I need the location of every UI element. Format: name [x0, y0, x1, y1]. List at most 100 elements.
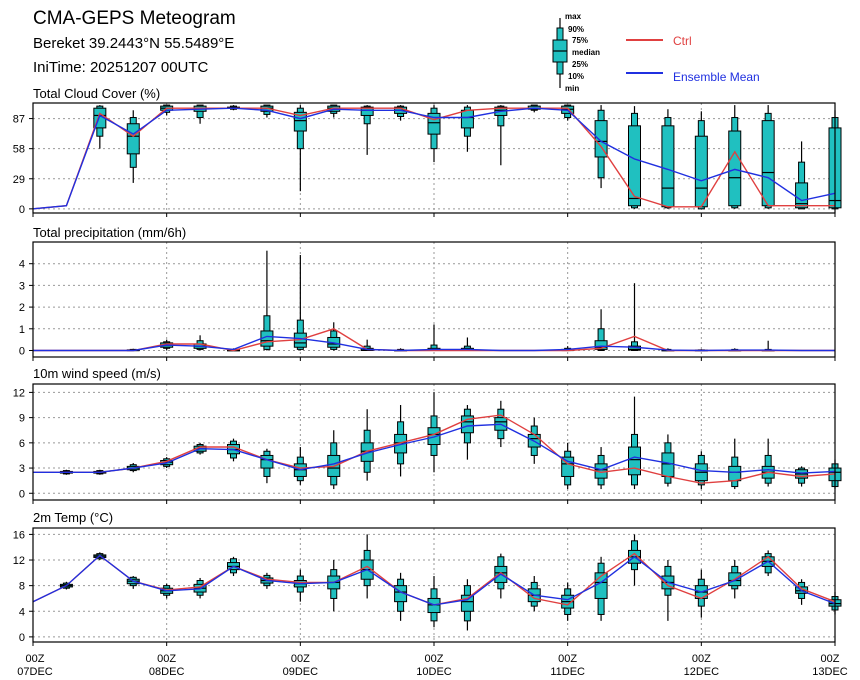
box-outer: [597, 328, 605, 351]
box-t12: [427, 576, 441, 628]
box-t5: [193, 335, 207, 351]
x-axis-labels: 00Z07DEC00Z08DEC00Z09DEC00Z10DEC00Z11DEC…: [17, 653, 848, 678]
box-t18: [628, 283, 641, 351]
box-inner: [694, 135, 708, 208]
panel-title-cloud: Total Cloud Cover (%): [33, 86, 160, 101]
box-t7: [260, 448, 274, 484]
box-t22: [761, 340, 775, 352]
box-t12: [427, 105, 441, 163]
init-time-label: IniTime: 20251207 00UTC: [33, 59, 209, 76]
box-t9: [327, 322, 341, 351]
mean-line: [33, 335, 835, 352]
box-inner: [260, 454, 274, 469]
box-inner: [795, 182, 809, 209]
y-tick-label: 0: [19, 488, 25, 500]
y-tick-label: 1: [19, 324, 25, 336]
box-t9: [327, 430, 341, 490]
box-t15: [527, 576, 541, 612]
box-t10: [360, 105, 374, 155]
legend-p10-label: 10%: [568, 72, 584, 81]
y-tick-label: 4: [19, 606, 25, 618]
mean-line: [32, 554, 836, 606]
mean-line: [32, 107, 836, 210]
x-tick-label-time: 00Z: [558, 653, 577, 665]
location-label: Bereket 39.2443°N 55.5489°E: [33, 35, 234, 52]
box-t2: [93, 105, 107, 149]
y-tick-label: 9: [19, 413, 25, 425]
box-t19: [661, 434, 675, 487]
box-t23: [795, 141, 809, 210]
x-tick-label-time: 00Z: [692, 653, 711, 665]
legend-mean-label: Ensemble Mean: [673, 70, 760, 84]
box-t8: [293, 255, 307, 351]
x-tick-label-date: 13DEC: [812, 666, 848, 678]
box-inner: [594, 340, 608, 350]
box-inner: [761, 120, 775, 207]
box-t19: [661, 109, 675, 209]
box-t22: [761, 105, 775, 209]
box-inner: [728, 130, 742, 207]
box-t17: [594, 556, 608, 621]
panel-frame: [32, 241, 836, 358]
x-tick-label-time: 00Z: [821, 653, 840, 665]
panel-title-precip: Total precipitation (mm/6h): [33, 225, 186, 240]
panel-2: 0 3 6 9 12: [13, 383, 842, 504]
box-t13: [460, 579, 474, 631]
panel-frame: [32, 102, 836, 214]
box-inner: [628, 125, 641, 207]
y-tick-label: 87: [13, 114, 25, 126]
x-tick-label-time: 00Z: [425, 653, 444, 665]
x-tick-label-date: 11DEC: [550, 666, 585, 678]
box-outer: [497, 105, 505, 127]
box-t13: [460, 405, 474, 460]
x-tick-label-date: 12DEC: [684, 666, 720, 678]
legend-boxplot-key: max 90% 75% median 25% 10% min: [552, 12, 600, 93]
panel-title-temp: 2m Temp (°C): [33, 510, 113, 525]
legend-min-label: min: [565, 84, 579, 93]
panel-0: 0 29 58 87: [13, 102, 842, 217]
y-tick-label: 0: [19, 632, 25, 644]
box-t3: [126, 110, 140, 183]
y-tick-label: 0: [19, 345, 25, 357]
box-t21: [728, 105, 742, 209]
legend-p75-label: 75%: [572, 36, 588, 45]
x-tick-label-date: 07DEC: [17, 666, 53, 678]
legend-p90-label: 90%: [568, 25, 584, 34]
y-tick-label: 16: [13, 529, 25, 541]
ctrl-line: [33, 414, 836, 484]
box-t10: [360, 409, 374, 481]
panel-frame: [32, 527, 836, 643]
box-t13: [460, 105, 474, 152]
meteogram-title: CMA-GEPS Meteogram: [33, 8, 236, 29]
panel-3: 0 4 8 12 16: [13, 527, 842, 646]
legend-p25-label: 25%: [572, 60, 588, 69]
y-tick-label: 6: [19, 438, 25, 450]
box-t13: [460, 337, 474, 351]
legend-outer-box: [556, 27, 564, 41]
y-tick-label: 3: [19, 280, 25, 292]
y-tick-label: 29: [13, 174, 25, 186]
box-inner: [293, 111, 307, 132]
box-t20: [694, 111, 708, 210]
box-t8: [293, 105, 307, 192]
box-t20: [694, 569, 708, 618]
box-t14: [494, 105, 508, 166]
x-tick-label-time: 00Z: [291, 653, 310, 665]
box-t11: [394, 405, 408, 477]
y-tick-label: 3: [19, 463, 25, 475]
panel-1: 0 1 2 3 4: [19, 241, 836, 361]
mean-line: [33, 423, 836, 474]
x-tick-label-date: 10DEC: [416, 666, 452, 678]
x-tick-label-date: 08DEC: [149, 666, 185, 678]
ctrl-line: [32, 107, 835, 210]
legend-median-label: median: [572, 48, 600, 57]
y-tick-label: 12: [13, 555, 25, 567]
box-t9: [327, 104, 341, 118]
box-inner: [661, 452, 675, 477]
box-inner: [360, 106, 374, 116]
box-inner: [460, 109, 474, 129]
y-tick-label: 4: [19, 259, 25, 271]
x-tick-label-time: 00Z: [26, 653, 45, 665]
